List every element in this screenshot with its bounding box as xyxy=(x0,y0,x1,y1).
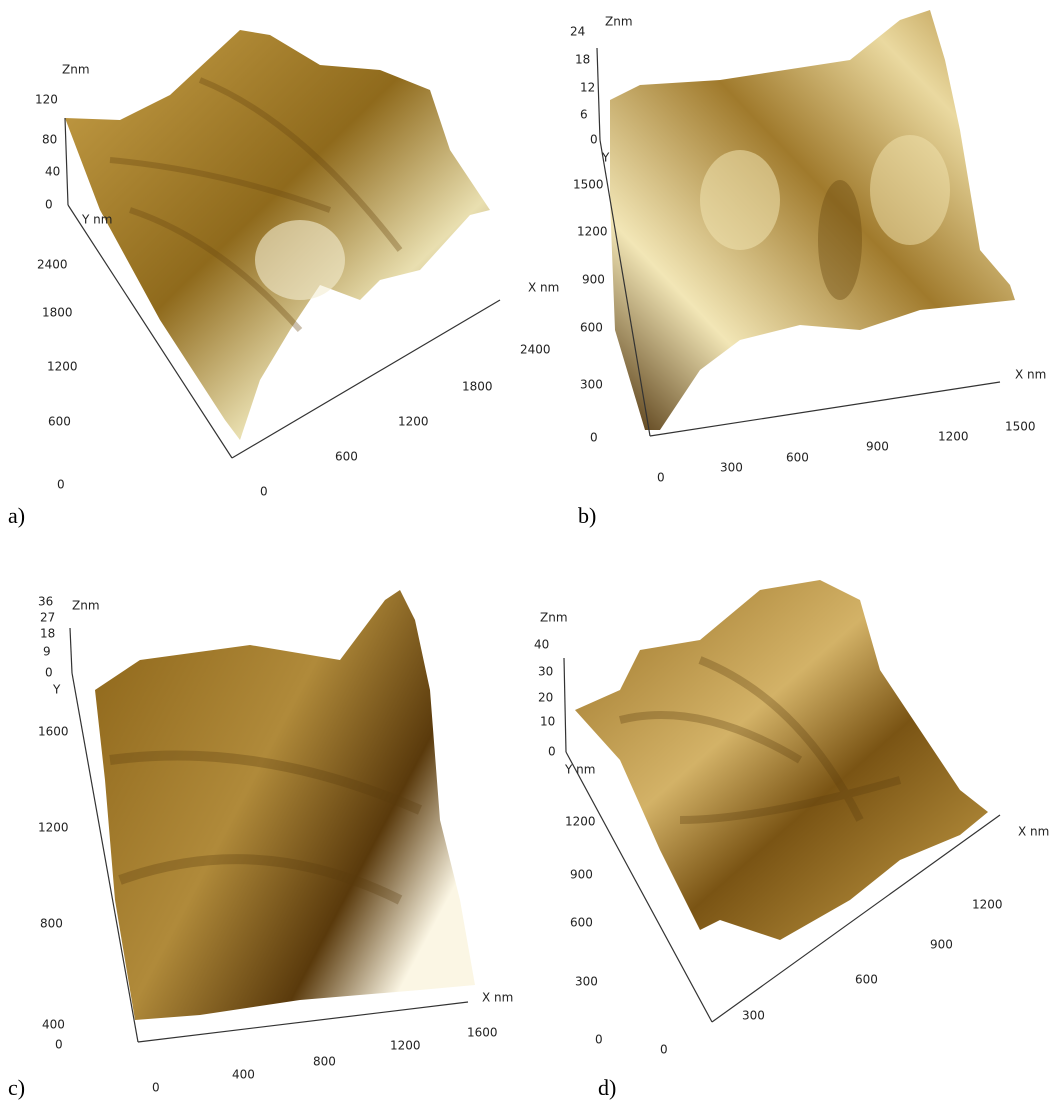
z-tick-label: 36 xyxy=(38,595,53,609)
z-tick-label: 40 xyxy=(45,165,60,179)
x-tick-label: 0 xyxy=(660,1043,668,1057)
z-tick-label: 12 xyxy=(580,81,595,95)
y-tick-label: 1200 xyxy=(47,360,78,374)
surface-a xyxy=(65,30,490,440)
y-tick-label: 600 xyxy=(48,415,71,429)
x-tick-label: 1200 xyxy=(938,430,969,444)
y-tick-label: 0 xyxy=(590,431,598,445)
x-tick-label: 1200 xyxy=(390,1039,421,1053)
y-tick-label: 900 xyxy=(570,868,593,882)
x-tick-label: 600 xyxy=(786,451,809,465)
y-tick-label: 600 xyxy=(570,916,593,930)
z-tick-label: 10 xyxy=(540,715,555,729)
y-tick-label: 1200 xyxy=(38,821,69,835)
y-tick-label: 800 xyxy=(40,917,63,931)
x-tick-label: 2400 xyxy=(520,343,551,357)
y-tick-label: 600 xyxy=(580,321,603,335)
x-tick-label: 300 xyxy=(720,461,743,475)
z-tick-label: 9 xyxy=(43,645,51,659)
y-axis-title: Y xyxy=(601,151,610,165)
x-tick-label: 1600 xyxy=(467,1026,498,1040)
surface-d xyxy=(575,580,988,940)
x-tick-label: 0 xyxy=(260,485,268,499)
z-tick-label: 0 xyxy=(45,666,53,680)
y-axis-title: Y nm xyxy=(564,763,595,777)
x-tick-label: 1200 xyxy=(972,898,1003,912)
x-tick-label: 600 xyxy=(855,973,878,987)
y-tick-label: 300 xyxy=(580,378,603,392)
z-tick-label: 27 xyxy=(40,611,55,625)
z-tick-label: 0 xyxy=(590,133,598,147)
x-tick-label: 0 xyxy=(657,471,665,485)
x-axis-title: X nm xyxy=(1015,368,1046,382)
figure: a)ZnmY nmX nm120804002400180012006000060… xyxy=(0,0,1054,1106)
z-tick-label: 0 xyxy=(548,745,556,759)
z-tick-label: 30 xyxy=(538,665,553,679)
x-tick-label: 300 xyxy=(742,1009,765,1023)
panel-label: c) xyxy=(8,1075,25,1100)
y-axis-title: Y nm xyxy=(81,213,112,227)
x-tick-label: 600 xyxy=(335,450,358,464)
z-tick-label: 40 xyxy=(534,638,549,652)
z-tick-label: 24 xyxy=(570,25,585,39)
y-tick-label: 0 xyxy=(595,1033,603,1047)
surface-c xyxy=(95,590,475,1020)
x-tick-label: 900 xyxy=(930,938,953,952)
z-axis-title: Znm xyxy=(62,63,90,77)
z-tick-label: 120 xyxy=(35,93,58,107)
y-tick-label: 0 xyxy=(55,1038,63,1052)
surface-b xyxy=(610,10,1015,430)
x-tick-label: 800 xyxy=(313,1055,336,1069)
y-tick-label: 1600 xyxy=(38,725,69,739)
panel-label: a) xyxy=(8,503,25,528)
z-tick-label: 6 xyxy=(580,108,588,122)
x-tick-label: 900 xyxy=(866,440,889,454)
z-tick-label: 0 xyxy=(45,198,53,212)
y-tick-label: 1800 xyxy=(42,306,73,320)
x-tick-label: 1800 xyxy=(462,380,493,394)
z-tick-label: 18 xyxy=(40,627,55,641)
x-axis-title: X nm xyxy=(482,991,513,1005)
x-tick-label: 400 xyxy=(232,1068,255,1082)
y-tick-label: 1200 xyxy=(577,225,608,239)
y-tick-label: 300 xyxy=(575,975,598,989)
x-tick-label: 1200 xyxy=(398,415,429,429)
z-tick-label: 20 xyxy=(538,691,553,705)
x-tick-label: 1500 xyxy=(1005,420,1036,434)
y-axis-title: Y xyxy=(52,683,61,697)
x-tick-label: 0 xyxy=(152,1081,160,1095)
x-axis-title: X nm xyxy=(528,281,559,295)
z-axis-title: Znm xyxy=(72,599,100,613)
z-axis-title: Znm xyxy=(605,15,633,29)
y-tick-label: 2400 xyxy=(37,258,68,272)
z-axis-title: Znm xyxy=(540,611,568,625)
x-axis-title: X nm xyxy=(1018,825,1049,839)
y-tick-label: 900 xyxy=(582,273,605,287)
y-tick-label: 400 xyxy=(42,1018,65,1032)
panel-label: b) xyxy=(578,503,596,528)
y-tick-label: 0 xyxy=(57,478,65,492)
z-tick-label: 80 xyxy=(42,133,57,147)
panel-label: d) xyxy=(598,1075,616,1100)
z-tick-label: 18 xyxy=(575,53,590,67)
y-tick-label: 1200 xyxy=(565,815,596,829)
y-tick-label: 1500 xyxy=(573,178,604,192)
